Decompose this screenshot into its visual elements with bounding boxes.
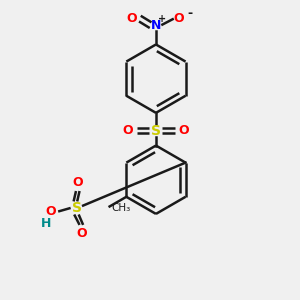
Text: O: O bbox=[123, 124, 133, 137]
Text: O: O bbox=[178, 124, 189, 137]
Text: -: - bbox=[187, 7, 192, 20]
Text: O: O bbox=[127, 11, 137, 25]
Text: S: S bbox=[72, 201, 82, 215]
Text: O: O bbox=[76, 227, 87, 240]
Text: O: O bbox=[173, 11, 184, 25]
Text: CH₃: CH₃ bbox=[111, 203, 130, 213]
Text: O: O bbox=[73, 176, 83, 189]
Text: +: + bbox=[158, 14, 166, 24]
Text: O: O bbox=[45, 205, 56, 218]
Text: H: H bbox=[41, 217, 52, 230]
Text: S: S bbox=[151, 124, 161, 138]
Text: N: N bbox=[151, 19, 161, 32]
